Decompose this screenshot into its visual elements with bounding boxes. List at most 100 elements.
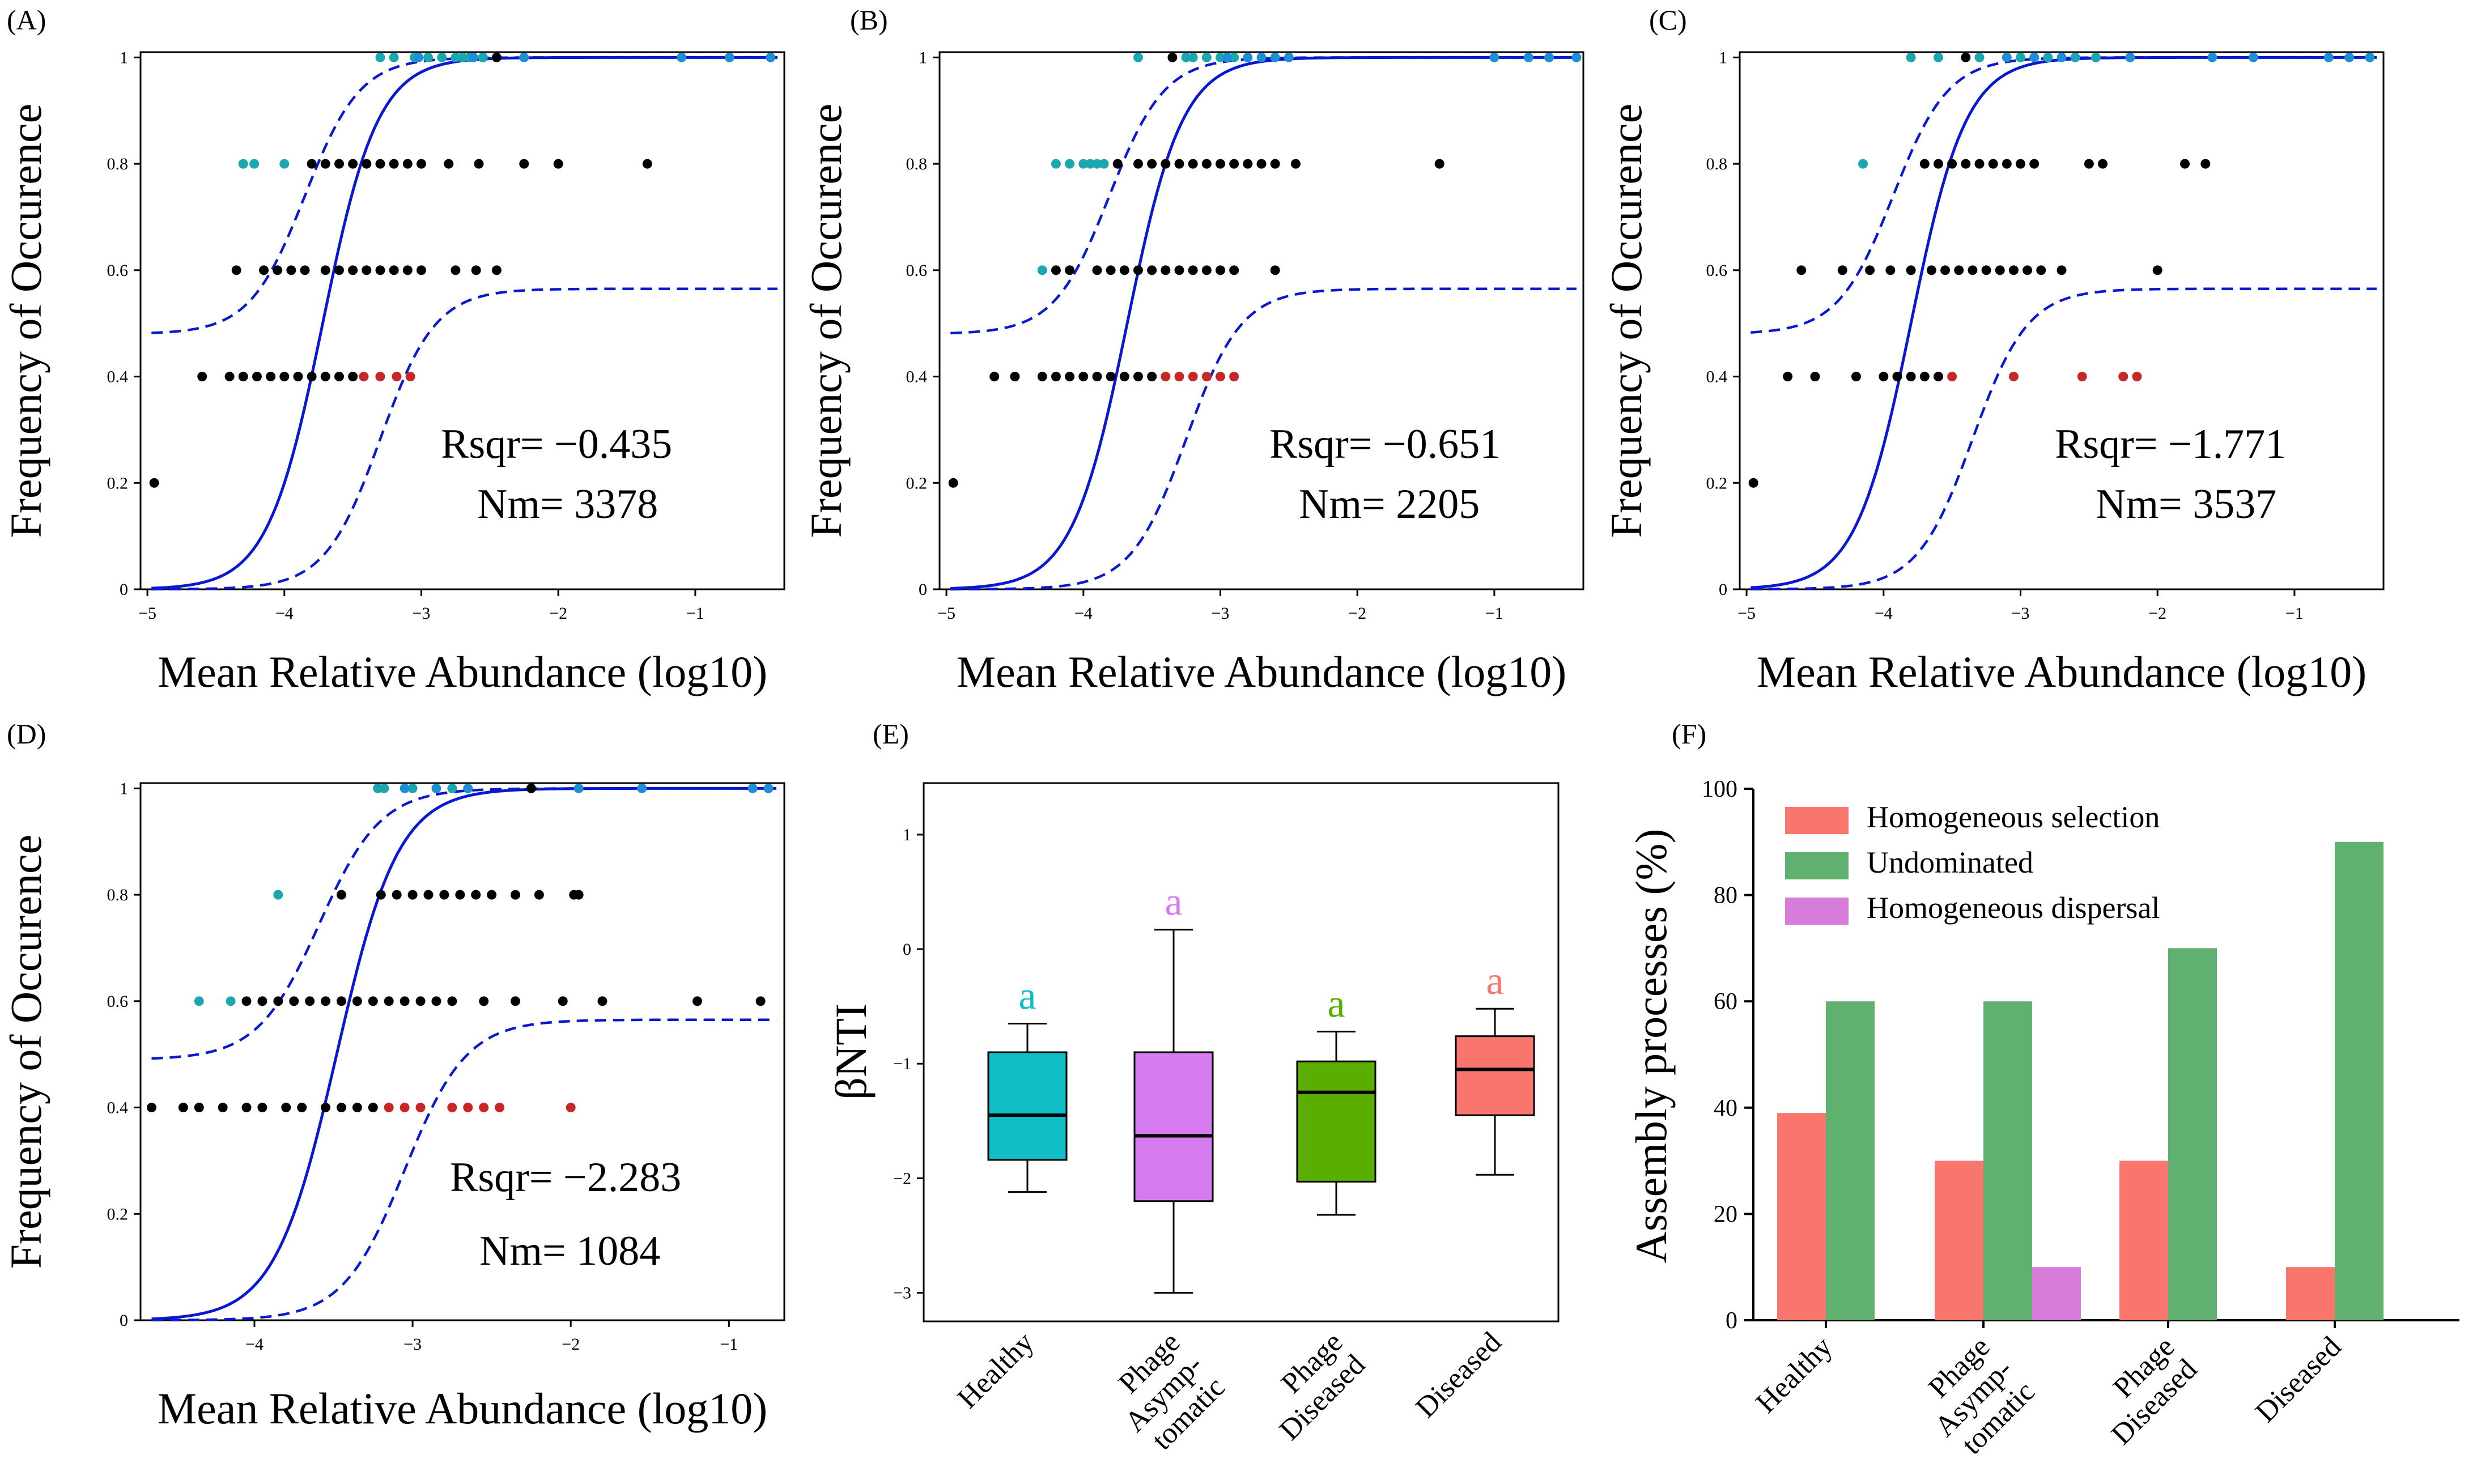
panel-b-point-cyan	[1201, 52, 1212, 62]
panel-a-x-tick-label: −1	[686, 604, 704, 623]
panel-d-y-tick-label: 0.6	[107, 992, 129, 1011]
panel-c-point-black	[2180, 159, 2190, 169]
legend-swatch-undominated	[1785, 852, 1849, 879]
panel-a-point-black	[471, 265, 481, 275]
panel-a-point-black	[362, 265, 372, 275]
panel-a-point-black	[451, 265, 461, 275]
panel-f-bar-undominated-phage-diseased	[2168, 948, 2217, 1320]
panel-b-point-black	[1161, 265, 1171, 275]
panel-b-point-blue	[1523, 52, 1533, 62]
panel-d-point-red	[566, 1103, 576, 1113]
panel-b-point-cyan	[1099, 159, 1109, 169]
panel-c-point-black	[1783, 372, 1793, 382]
panel-b-point-black	[1201, 265, 1212, 275]
panel-b-y-tick-label: 0.6	[906, 261, 928, 280]
panel-a-point-black	[334, 265, 344, 275]
panel-c-rsqr: Rsqr= −1.771	[2055, 421, 2286, 467]
panel-c-x-tick-label: −2	[2148, 604, 2166, 623]
panel-c-lower-ci-line	[1751, 287, 2377, 591]
panel-e-phage-asymptomatic-significance-letter: a	[1165, 881, 1182, 924]
panel-a-point-black	[375, 159, 385, 169]
panel-c-point-black	[2057, 265, 2067, 275]
panel-d-point-blue	[431, 783, 441, 793]
panel-a-point-black	[402, 159, 413, 169]
panel-b-point-blue	[1284, 52, 1294, 62]
panel-c-x-axis-title: Mean Relative Abundance (log10)	[1757, 647, 2367, 696]
panel-a-point-black	[307, 159, 317, 169]
panel-d-x-tick-label: −3	[403, 1335, 422, 1354]
panel-c-point-blue	[2002, 52, 2012, 62]
panel-c-point-black	[1919, 159, 1930, 169]
panel-b-point-red	[1174, 372, 1184, 382]
panel-a-point-cyan	[423, 52, 434, 62]
panel-a-point-blue	[766, 52, 776, 62]
panel-a-point-cyan	[389, 52, 399, 62]
panel-e-diseased-significance-letter: a	[1486, 959, 1503, 1003]
panel-d: (D) Frequency of Occurence Mean Relative…	[1, 718, 785, 1433]
panel-d-point-black	[241, 996, 252, 1006]
panel-c-point-black	[2152, 265, 2162, 275]
panel-c-plot-frame	[1739, 51, 2385, 590]
panel-b-point-cyan	[1181, 52, 1191, 62]
panel-d-point-black	[384, 996, 394, 1006]
panel-b-x-axis-title: Mean Relative Abundance (log10)	[957, 647, 1567, 696]
panel-c-point-black	[1968, 265, 1978, 275]
panel-d-point-black	[178, 1103, 188, 1113]
panel-e-y-tick-label: 0	[903, 940, 911, 959]
panel-b-point-black	[1215, 265, 1225, 275]
panel-d-point-black	[273, 996, 283, 1006]
panel-a-point-black	[416, 265, 426, 275]
panel-a: (A) Frequency of Occurence Mean Relative…	[1, 4, 785, 696]
panel-f-y-tick-label: 20	[1714, 1201, 1737, 1227]
panel-d-point-black	[376, 890, 386, 900]
panel-c-point-black	[1906, 372, 1916, 382]
panel-b-rsqr: Rsqr= −0.651	[1269, 421, 1501, 467]
panel-b-point-black	[1065, 372, 1075, 382]
panel-d-point-black	[455, 890, 465, 900]
panel-c-point-black	[1940, 265, 1951, 275]
panel-b-point-red	[1161, 372, 1171, 382]
panel-c: (C) Frequency of Occurence Mean Relative…	[1601, 4, 2385, 696]
panel-b-point-black	[1243, 159, 1253, 169]
panel-b-y-tick-label: 1	[919, 48, 927, 67]
panel-b-point-black	[1147, 159, 1157, 169]
panel-e-letter: (E)	[873, 718, 909, 750]
panel-d-point-black	[352, 996, 362, 1006]
panel-b-point-cyan	[1065, 159, 1075, 169]
panel-b-point-black	[1119, 372, 1129, 382]
panel-d-point-black	[511, 996, 521, 1006]
panel-c-point-red	[2132, 372, 2142, 382]
panel-a-point-black	[320, 159, 330, 169]
panel-b-point-black	[1051, 372, 1061, 382]
panel-c-point-black	[2084, 159, 2094, 169]
panel-f-bar-homogeneous-selection-phage-diseased	[2119, 1160, 2168, 1320]
panel-b-point-black	[1188, 265, 1198, 275]
panel-b-point-blue	[1571, 52, 1582, 62]
panel-d-x-tick-label: −4	[245, 1335, 264, 1354]
panel-a-point-blue	[519, 52, 529, 62]
panel-b-point-black	[1147, 265, 1157, 275]
panel-a-point-black	[519, 159, 529, 169]
panel-c-point-black	[1865, 265, 1875, 275]
panel-a-point-black	[293, 372, 303, 382]
panel-d-point-black	[297, 1103, 307, 1113]
panel-a-point-black	[286, 265, 296, 275]
panel-f-letter: (F)	[1672, 718, 1706, 750]
panel-b-point-blue	[1222, 52, 1233, 62]
panel-b-point-cyan	[1037, 265, 1047, 275]
panel-c-point-black	[1892, 372, 1902, 382]
panel-b-point-red	[1188, 372, 1198, 382]
panel-b-point-black	[1112, 159, 1123, 169]
panel-c-point-blue	[2125, 52, 2135, 62]
panel-a-letter: (A)	[7, 4, 46, 36]
panel-b-plot-frame	[938, 51, 1584, 590]
panel-d-point-black	[336, 996, 346, 1006]
panel-b-point-black	[1434, 159, 1444, 169]
panel-d-point-black	[321, 1103, 331, 1113]
panel-d-lower-ci-line	[151, 1018, 776, 1322]
panel-b-point-black	[1161, 159, 1171, 169]
panel-d-point-black	[321, 996, 331, 1006]
panel-d-point-black	[336, 890, 346, 900]
panel-a-point-black	[362, 159, 372, 169]
